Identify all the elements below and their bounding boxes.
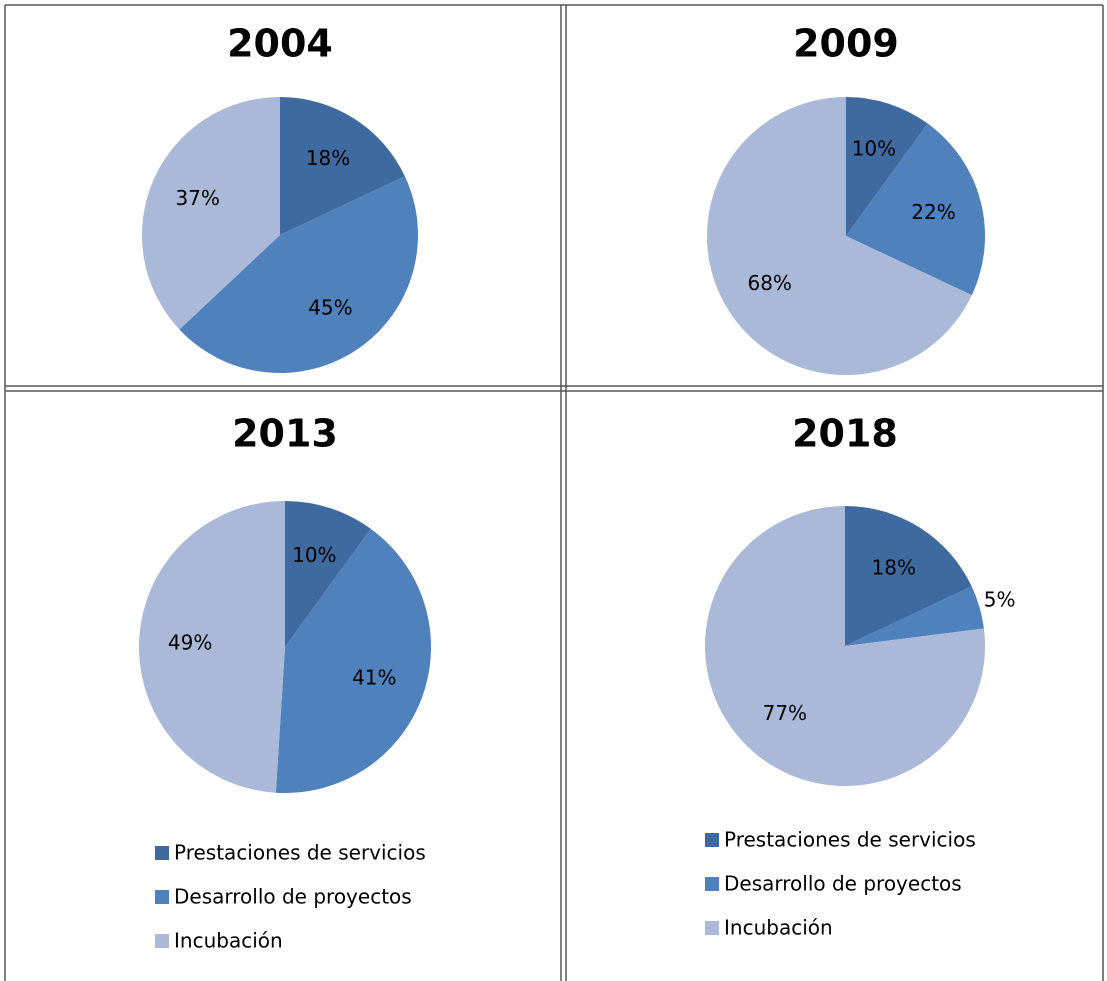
pie-slice — [846, 97, 928, 236]
legend-label: Desarrollo de proyectos — [724, 872, 962, 896]
legend-label: Desarrollo de proyectos — [174, 885, 412, 909]
chart-title: 2009 — [793, 22, 899, 66]
data-label: 18% — [306, 146, 350, 170]
pie-slice — [705, 506, 985, 786]
pie-slice — [845, 586, 984, 646]
chart-title: 2004 — [227, 22, 333, 66]
legend-swatch — [155, 890, 169, 904]
pie-slice — [275, 528, 431, 794]
data-label: 5% — [984, 588, 1016, 612]
data-label: 45% — [308, 296, 352, 320]
pie-slice — [285, 501, 371, 647]
pie-slice — [846, 123, 985, 296]
legend-label: Incubación — [174, 929, 283, 953]
chart-title: 2013 — [232, 412, 338, 456]
pie-slice — [139, 501, 285, 793]
legend-label: Prestaciones de servicios — [724, 828, 976, 852]
data-label: 18% — [872, 556, 916, 580]
legend-swatch — [705, 833, 719, 847]
legend-swatch — [155, 846, 169, 860]
legend-label: Prestaciones de servicios — [174, 841, 426, 865]
legend-swatch — [705, 921, 719, 935]
pie-slice — [707, 96, 972, 375]
data-label: 41% — [352, 666, 396, 690]
pie-slice — [280, 97, 405, 235]
legend-swatch — [155, 934, 169, 948]
data-label: 10% — [292, 543, 336, 567]
data-label: 37% — [175, 186, 219, 210]
pie-slice — [845, 506, 972, 646]
data-label: 22% — [911, 200, 955, 224]
legend-label: Incubación — [724, 916, 833, 940]
data-label: 10% — [852, 137, 896, 161]
pie-slice — [179, 176, 418, 373]
data-label: 68% — [747, 271, 791, 295]
data-label: 77% — [763, 701, 807, 725]
pie-slice — [141, 96, 280, 330]
chart-title: 2018 — [792, 412, 898, 456]
legend-swatch — [705, 877, 719, 891]
data-label: 49% — [168, 631, 212, 655]
